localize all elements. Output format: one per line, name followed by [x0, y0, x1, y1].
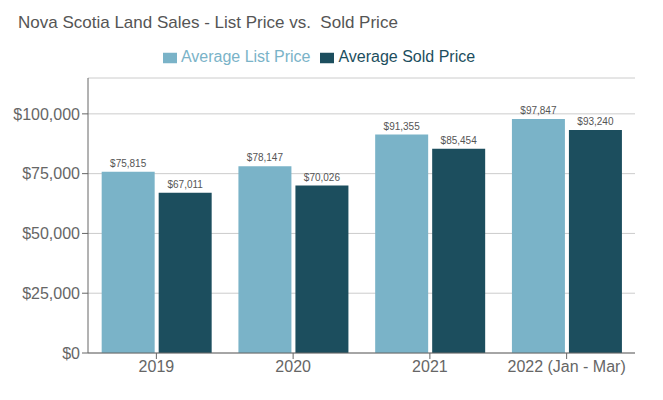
svg-text:$91,355: $91,355 [384, 121, 421, 132]
html-text:Average Sold Price: Average Sold Price [338, 48, 476, 65]
svg-text:$100,000: $100,000 [13, 106, 80, 123]
svg-text:2021: 2021 [412, 358, 448, 375]
svg-text:$85,454: $85,454 [441, 135, 478, 146]
svg-text:$75,815: $75,815 [110, 158, 147, 169]
html-text:Nova Scotia Land Sales - List: Nova Scotia Land Sales - List Price vs. … [18, 13, 398, 32]
svg-text:$0: $0 [62, 345, 80, 362]
svg-text:$97,847: $97,847 [520, 105, 557, 116]
svg-text:2022 (Jan - Mar): 2022 (Jan - Mar) [507, 358, 625, 375]
svg-text:$50,000: $50,000 [22, 225, 80, 242]
svg-text:2019: 2019 [139, 358, 175, 375]
svg-text:$67,011: $67,011 [167, 179, 203, 190]
svg-text:$78,147: $78,147 [247, 152, 284, 163]
html-text:Average List Price: Average List Price [180, 48, 311, 65]
svg-text:$25,000: $25,000 [22, 285, 80, 302]
svg-text:2020: 2020 [275, 358, 311, 375]
svg-text:$93,240: $93,240 [577, 116, 614, 127]
svg-text:$70,026: $70,026 [304, 172, 341, 183]
svg-text:$75,000: $75,000 [22, 165, 80, 182]
